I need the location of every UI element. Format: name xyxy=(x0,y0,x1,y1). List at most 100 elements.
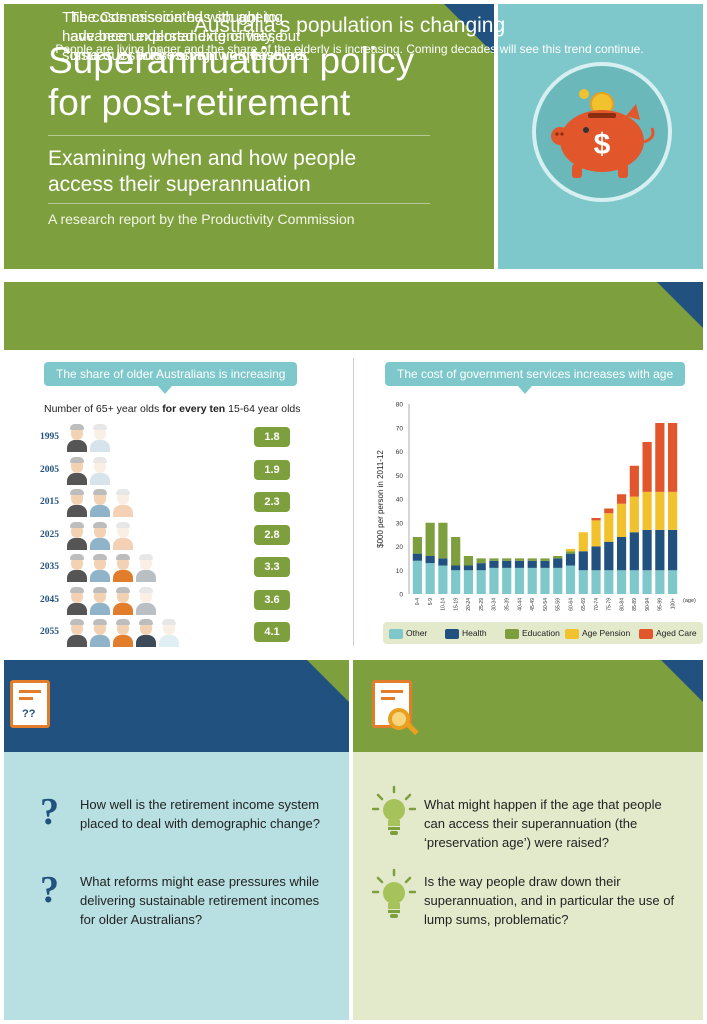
older-share-row: 2025 2.8 xyxy=(40,521,290,552)
legend-label: Education xyxy=(522,628,560,638)
elderly-person-icon xyxy=(66,456,88,485)
elderly-person-icon xyxy=(66,489,88,517)
legend-item: Other xyxy=(389,626,427,640)
bar-segment-health xyxy=(438,558,448,566)
bar-segment-age-pension xyxy=(616,503,627,537)
x-tick-label: 30-34 xyxy=(492,598,498,611)
y-axis-label: $000 per person in 2011-12 xyxy=(376,450,385,548)
bar-segment-other xyxy=(578,570,588,594)
x-tick-label: 85-89 xyxy=(632,598,638,611)
elderly-person-icon xyxy=(112,489,134,517)
elderly-person-icon xyxy=(89,424,111,452)
x-tick-label: 60-64 xyxy=(568,598,574,611)
costs-question-1: How well is the retirement income system… xyxy=(80,797,320,831)
year-label: 2035 xyxy=(40,562,59,572)
ratio-badge: 2.8 xyxy=(254,524,290,545)
bar-segment-education xyxy=(565,551,576,554)
population-banner xyxy=(4,282,703,350)
bar-segment-aged-care xyxy=(668,423,678,492)
older-share-row: 2035 3.3 xyxy=(40,554,290,584)
legend-item: Health xyxy=(445,626,487,640)
bar-segment-health xyxy=(489,560,499,568)
bar-segment-other xyxy=(489,567,499,594)
legend-label: Other xyxy=(406,628,428,638)
bar-segment-other xyxy=(412,560,422,594)
bar-segment-health xyxy=(514,560,525,568)
x-tick-label: 55-59 xyxy=(556,598,562,611)
bar-segment-health xyxy=(629,532,639,571)
commission-questions-panel xyxy=(353,752,703,1020)
bar-segment-education xyxy=(451,537,461,566)
y-tick-label: 80 xyxy=(396,402,404,409)
x-tick-label: 10-14 xyxy=(441,598,447,611)
bar-segment-other xyxy=(655,570,665,594)
elderly-person-icon xyxy=(66,521,88,550)
pensioner-icon xyxy=(565,628,579,639)
x-tick-label: 80-84 xyxy=(619,598,625,611)
y-tick-label: 60 xyxy=(396,449,404,456)
graduation-cap-icon xyxy=(505,628,519,639)
bar-segment-health xyxy=(540,560,550,568)
elderly-person-icon xyxy=(135,586,157,615)
bar-segment-aged-care xyxy=(655,423,665,492)
x-tick-label: 70-74 xyxy=(594,598,600,611)
legend-item: Aged Care xyxy=(639,626,697,640)
ratio-badge: 2.3 xyxy=(254,492,290,512)
elderly-person-icon xyxy=(66,619,88,647)
caption-text: Number of 65+ year olds xyxy=(44,403,163,415)
bar-segment-health xyxy=(527,560,537,568)
bar-segment-age-pension xyxy=(642,491,652,530)
year-label: 2055 xyxy=(40,627,59,637)
bar-segment-education xyxy=(412,537,422,554)
legend-label: Aged Care xyxy=(656,628,697,638)
bar-segment-health xyxy=(451,565,461,571)
elderly-person-icon xyxy=(89,521,111,550)
older-share-row: 2005 1.9 xyxy=(40,456,290,487)
section-title: Australia’s population is changing xyxy=(193,14,506,37)
commission-panel-heading: The Commission has sought to advance und… xyxy=(70,9,311,64)
svg-text:$: $ xyxy=(594,128,611,161)
older-share-row: 2015 2.3 xyxy=(40,489,290,519)
bar-segment-age-pension xyxy=(604,513,614,542)
x-tick-label: 65-69 xyxy=(581,598,587,611)
bar-segment-age-pension xyxy=(629,496,639,533)
elderly-person-icon xyxy=(158,619,180,647)
corner-triangle xyxy=(307,660,349,702)
bar-segment-other xyxy=(438,565,448,594)
bar-segment-health xyxy=(655,529,665,571)
ratio-badge: 1.9 xyxy=(254,459,290,480)
ratio-badge: 1.8 xyxy=(254,427,290,447)
question-mark-icon: ? xyxy=(40,791,59,833)
bar-segment-other xyxy=(514,567,525,594)
bar-segment-education xyxy=(514,558,525,561)
cost-by-age-chart: 0 10 20 30 40 50 60 70 80 $000 per person in 2011… xyxy=(376,402,696,611)
magnifier-icon xyxy=(388,708,410,730)
bar-segment-other xyxy=(604,570,614,594)
year-label: 2025 xyxy=(40,529,59,540)
x-tick-label: 20-24 xyxy=(466,598,472,611)
label-pointer xyxy=(158,386,172,394)
elderly-person-icon xyxy=(112,521,134,550)
bar-segment-health xyxy=(591,546,601,571)
bar-segment-other xyxy=(527,567,537,594)
elderly-person-icon xyxy=(112,586,134,615)
bar-segment-education xyxy=(489,558,499,561)
bar-segment-health xyxy=(668,529,678,571)
x-tick-label: 5-9 xyxy=(428,598,434,605)
bar-segment-other xyxy=(616,570,627,594)
bar-segment-other xyxy=(591,570,601,594)
elderly-person-icon xyxy=(89,554,111,582)
label-pointer xyxy=(518,386,532,394)
cost-chart-label: The cost of government services increase… xyxy=(385,362,686,386)
y-tick-label: 50 xyxy=(396,473,404,480)
title-line-1: Superannuation policy xyxy=(48,40,415,81)
bar-segment-other xyxy=(553,567,563,594)
bar-segment-education xyxy=(438,522,448,559)
x-tick-label: 50-54 xyxy=(543,598,549,611)
elderly-person-icon xyxy=(112,554,134,582)
report-credit: A research report by the Productivity Co… xyxy=(48,211,355,227)
ratio-badge: 3.6 xyxy=(254,589,290,610)
elderly-person-icon xyxy=(89,456,111,485)
bar-segment-education xyxy=(540,558,550,561)
x-tick-label: 15-19 xyxy=(453,598,459,611)
